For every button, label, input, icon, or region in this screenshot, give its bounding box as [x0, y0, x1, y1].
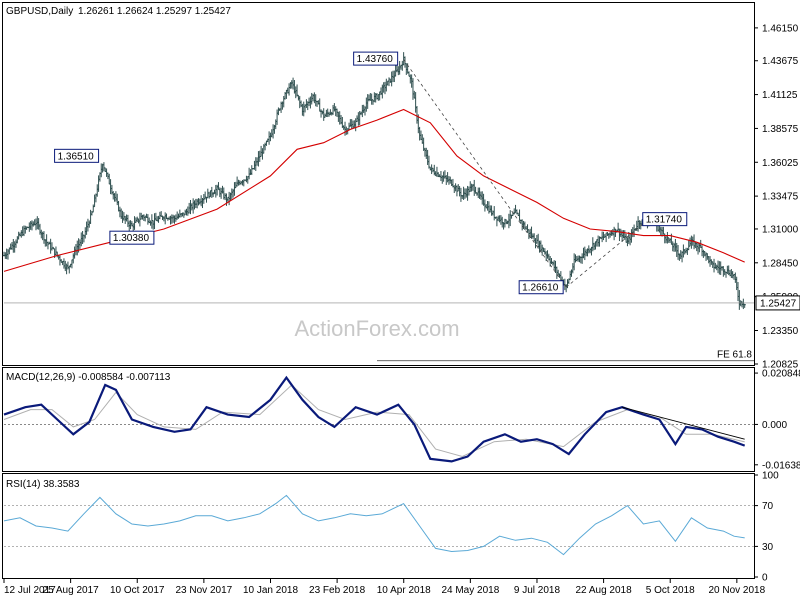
watermark: ActionForex.com	[294, 316, 459, 341]
price-label-text: 1.31740	[646, 215, 683, 226]
price-label-text: 1.43760	[357, 54, 394, 65]
date-axis-label: 9 Jul 2018	[514, 585, 561, 596]
rsi-axis-label: 0	[762, 573, 768, 584]
swing-line-high-to-low	[403, 59, 567, 288]
price-axis-label: 1.31000	[762, 224, 799, 235]
macd-axis-label: 0.000	[762, 420, 787, 431]
current-price-value: 1.25427	[760, 298, 797, 309]
price-axis-label: 1.46150	[762, 23, 799, 34]
price-header-ohlc: 1.26261 1.26624 1.25297 1.25427	[78, 6, 231, 17]
macd-layer	[3, 375, 754, 463]
macd-signal-line	[3, 384, 745, 458]
price-label-text: 1.26610	[522, 283, 559, 294]
date-axis-label: 25 Aug 2017	[43, 585, 100, 596]
rsi-axis-label: 70	[762, 501, 774, 512]
date-axis-label: 10 Apr 2018	[377, 585, 431, 596]
price-axis-label: 1.20825	[762, 360, 799, 371]
axis-layer: 1.46150 1.43675 1.41125 1.38575 1.36025 1.334…	[3, 23, 800, 596]
rsi-axis-label: 100	[762, 471, 779, 482]
date-axis-label: 10 Oct 2017	[110, 585, 165, 596]
price-axis-label: 1.41125	[762, 90, 798, 101]
rsi-title: RSI(14) 38.3583	[6, 479, 80, 490]
date-axis-label: 10 Jan 2018	[243, 585, 298, 596]
price-axis-label: 1.36025	[762, 158, 799, 169]
price-axis-label: 1.43675	[762, 56, 799, 67]
macd-trendline	[622, 406, 745, 440]
moving-average-line	[3, 108, 745, 272]
rsi-line	[3, 494, 745, 556]
rsi-axis-label: 30	[762, 542, 774, 553]
macd-axis-label: -0.016389	[762, 460, 800, 471]
macd-line	[3, 375, 746, 463]
rsi-panel	[2, 473, 755, 579]
date-axis-label: 12 Jul 2017	[4, 585, 56, 596]
macd-panel	[2, 367, 755, 472]
price-header-symbol: GBPUSD,Daily	[6, 6, 73, 17]
rsi-layer	[3, 494, 754, 556]
price-axis-label: 1.38575	[762, 124, 799, 135]
date-axis-label: 5 Oct 2018	[646, 585, 695, 596]
price-label-box	[642, 212, 688, 227]
macd-title: MACD(12,26,9) -0.008584 -0.007113	[6, 372, 171, 383]
date-axis-label: 24 May 2018	[441, 585, 499, 596]
price-axis-label: 1.33475	[762, 192, 799, 203]
date-axis-label: 20 Nov 2018	[708, 585, 765, 596]
price-label-text: 1.30380	[113, 233, 150, 244]
date-axis-label: 22 Aug 2018	[576, 585, 633, 596]
price-label-text: 1.36510	[58, 151, 95, 162]
date-axis-label: 23 Nov 2017	[176, 585, 233, 596]
price-label-box	[518, 280, 564, 295]
price-axis-label: 1.28450	[762, 258, 799, 269]
current-price-marker	[755, 295, 800, 311]
price-label-box	[109, 230, 155, 245]
fe-61-8-label: FE 61.8	[717, 350, 752, 361]
price-axis-label: 1.23350	[762, 326, 799, 337]
price-label-box	[54, 148, 100, 163]
price-layer: FE 61.8 1.43760 1.36510 1.30380 1.26610 1.317…	[2, 51, 754, 362]
date-axis-label: 23 Feb 2018	[309, 585, 366, 596]
macd-axis-label: 0.020848	[762, 369, 800, 380]
price-label-box	[353, 51, 399, 66]
